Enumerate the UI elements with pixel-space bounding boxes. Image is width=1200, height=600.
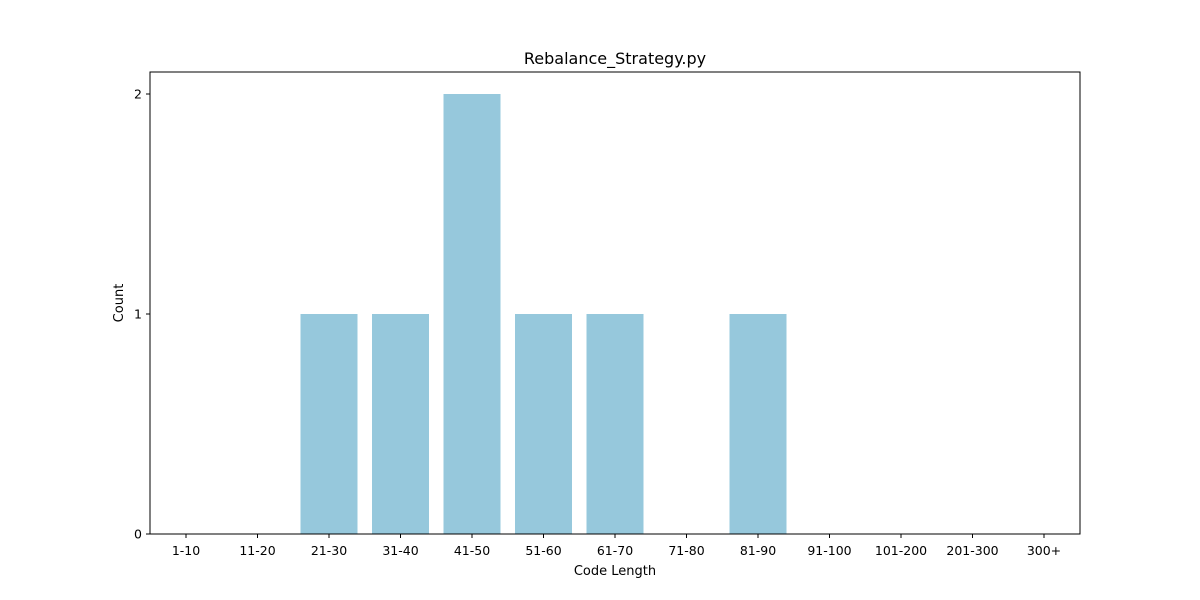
x-tick-label: 81-90 [740,543,776,558]
x-tick-label: 51-60 [525,543,561,558]
x-tick-label: 11-20 [239,543,275,558]
bar [372,314,429,534]
x-tick-label: 21-30 [311,543,347,558]
bar [300,314,358,534]
x-tick-label: 101-200 [875,543,927,558]
y-tick-label: 0 [134,527,142,542]
chart-title: Rebalance_Strategy.py [524,49,706,69]
x-tick-label: 300+ [1027,543,1061,558]
bar [729,314,787,534]
bars-group [300,94,787,534]
x-tick-label: 31-40 [382,543,418,558]
x-tick-label: 91-100 [807,543,851,558]
x-tick-label: 61-70 [597,543,633,558]
y-axis-label: Count [112,284,127,323]
y-tick-label: 1 [134,307,142,322]
bar [586,314,644,534]
bar [443,94,501,534]
x-tick-label: 71-80 [668,543,704,558]
y-axis-ticks: 0 1 2 [134,87,150,542]
x-tick-label: 201-300 [946,543,998,558]
bar [515,314,572,534]
x-tick-label: 41-50 [454,543,490,558]
x-tick-label: 1-10 [172,543,200,558]
y-tick-label: 2 [134,87,142,102]
x-axis-label: Code Length [574,564,656,579]
x-axis-ticks: 1-10 11-20 21-30 31-40 41-50 51-60 61-70 71-80 8… [172,534,1061,558]
